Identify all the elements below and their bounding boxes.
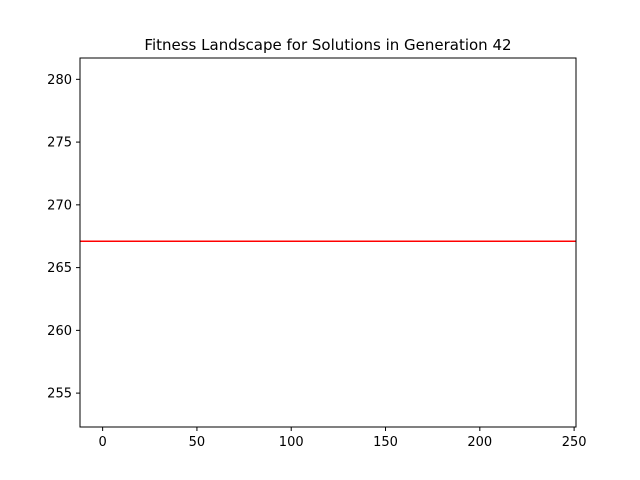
y-tick-label: 260 [47, 324, 72, 339]
x-tick-label: 150 [373, 435, 398, 450]
y-tick-label: 255 [47, 387, 72, 402]
x-tick-label: 100 [279, 435, 304, 450]
x-tick-label: 50 [189, 435, 206, 450]
y-tick-label: 270 [47, 198, 72, 213]
x-tick-label: 200 [467, 435, 492, 450]
axes: 0 50 100 150 200 250 255 260 265 270 275 280 [47, 57, 587, 450]
chart-title: Fitness Landscape for Solutions in Gener… [144, 36, 511, 54]
x-tick-label: 250 [562, 435, 587, 450]
y-tick-label: 280 [47, 73, 72, 88]
y-tick-label: 265 [47, 261, 72, 276]
y-tick-label: 275 [47, 136, 72, 151]
x-tick-label: 0 [98, 435, 106, 450]
axes-frame [79, 57, 577, 428]
